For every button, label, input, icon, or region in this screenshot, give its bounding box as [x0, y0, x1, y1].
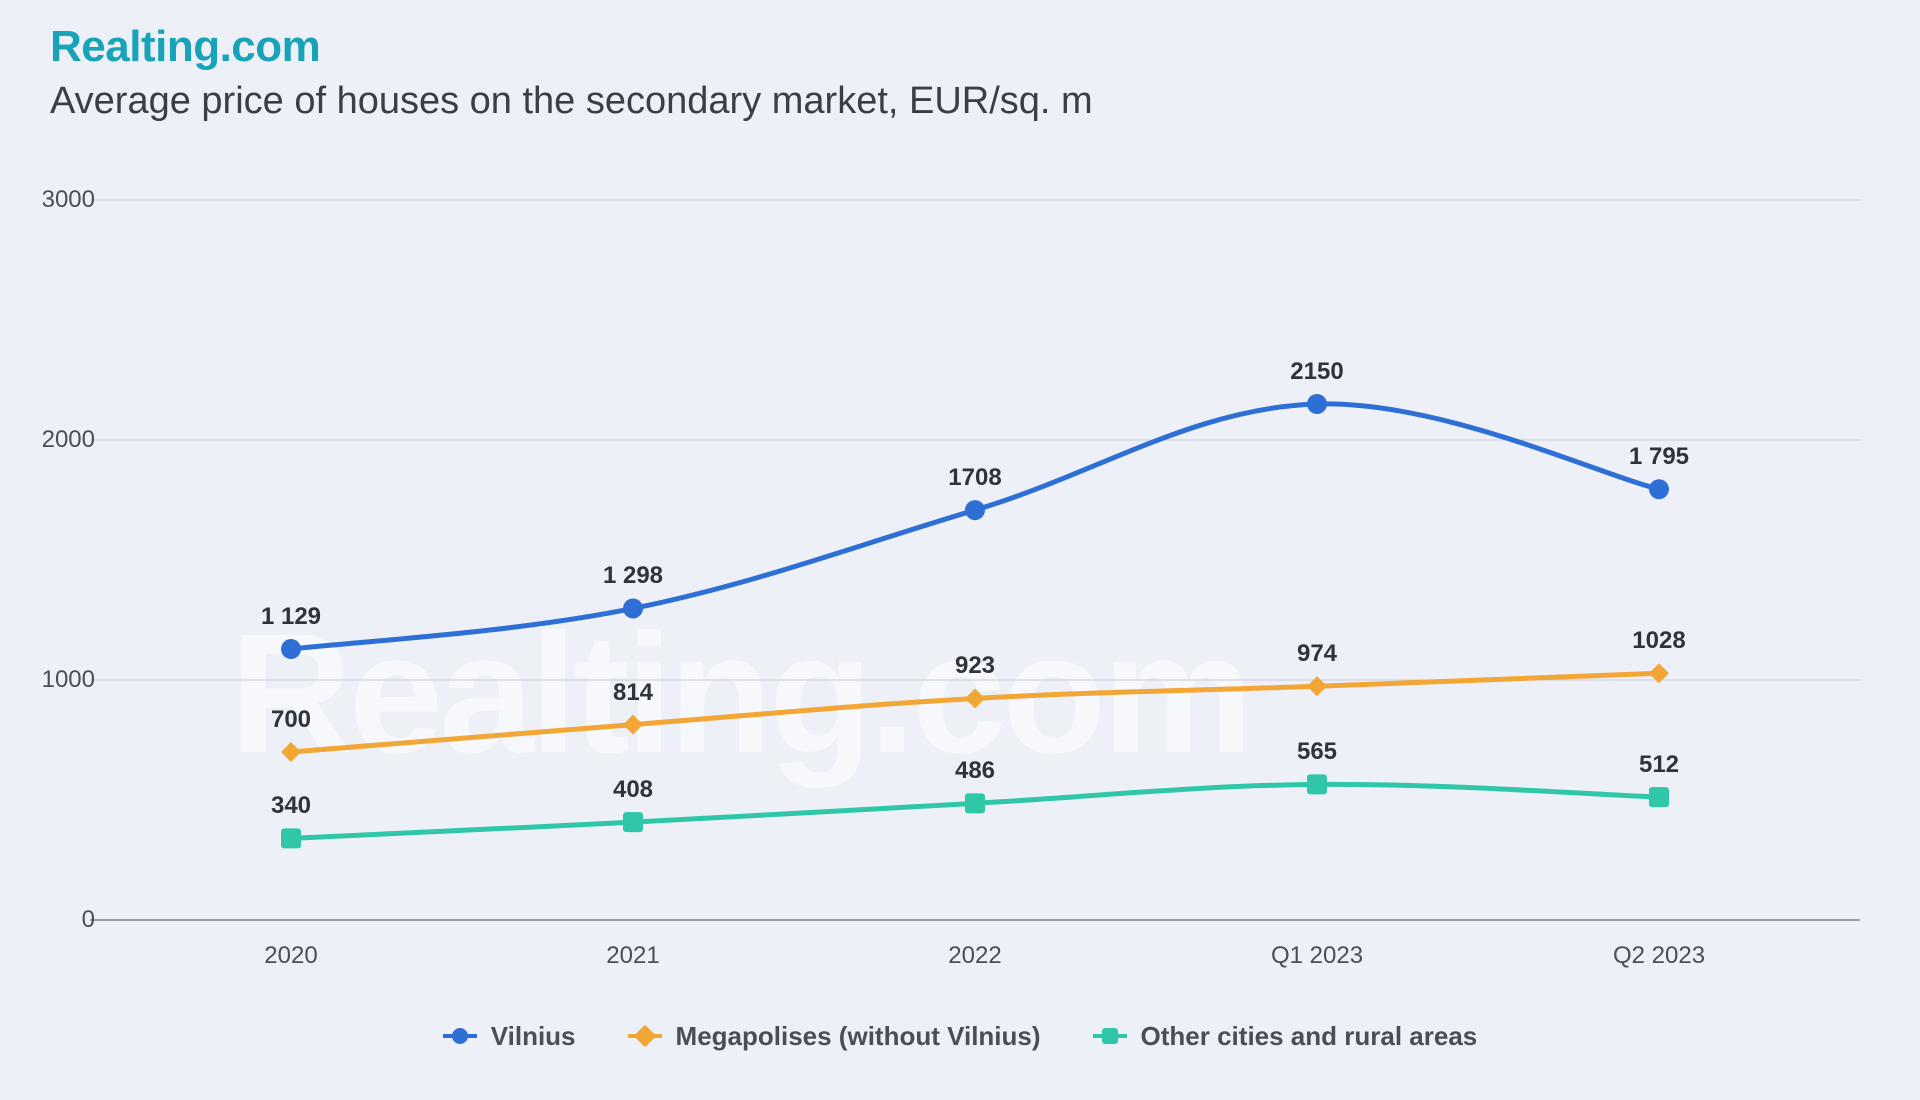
- legend-item: Vilnius: [443, 1021, 576, 1052]
- x-tick-label: 2020: [264, 942, 317, 970]
- data-point-label: 974: [1297, 640, 1337, 668]
- legend-label: Megapolises (without Vilnius): [676, 1021, 1041, 1052]
- data-point-label: 1 795: [1629, 443, 1689, 471]
- data-point-label: 1028: [1632, 627, 1685, 655]
- x-tick-label: 2022: [948, 942, 1001, 970]
- y-tick-label: 3000: [25, 186, 95, 214]
- x-tick-label: Q1 2023: [1271, 942, 1363, 970]
- x-tick-label: 2021: [606, 942, 659, 970]
- data-point-label: 1708: [948, 464, 1001, 492]
- x-tick-label: Q2 2023: [1613, 942, 1705, 970]
- legend-label: Other cities and rural areas: [1141, 1021, 1478, 1052]
- data-point-label: 408: [613, 776, 653, 804]
- data-point-label: 814: [613, 679, 653, 707]
- data-point-label: 1 298: [603, 562, 663, 590]
- legend-item: Other cities and rural areas: [1093, 1021, 1478, 1052]
- chart-legend: Vilnius Megapolises (without Vilnius) Othe…: [0, 1012, 1920, 1052]
- data-point-label: 700: [271, 706, 311, 734]
- chart-page: Realting.com Average price of houses on …: [0, 0, 1920, 1100]
- data-point-label: 486: [955, 757, 995, 785]
- data-point-label: 340: [271, 792, 311, 820]
- data-point-label: 2150: [1290, 358, 1343, 386]
- y-tick-label: 0: [25, 906, 95, 934]
- data-point-label: 1 129: [261, 603, 321, 631]
- y-tick-label: 2000: [25, 426, 95, 454]
- line-chart: [0, 0, 1920, 1100]
- data-point-label: 565: [1297, 738, 1337, 766]
- legend-item: Megapolises (without Vilnius): [628, 1021, 1041, 1052]
- data-point-label: 923: [955, 652, 995, 680]
- legend-label: Vilnius: [491, 1021, 576, 1052]
- data-point-label: 512: [1639, 751, 1679, 779]
- y-tick-label: 1000: [25, 666, 95, 694]
